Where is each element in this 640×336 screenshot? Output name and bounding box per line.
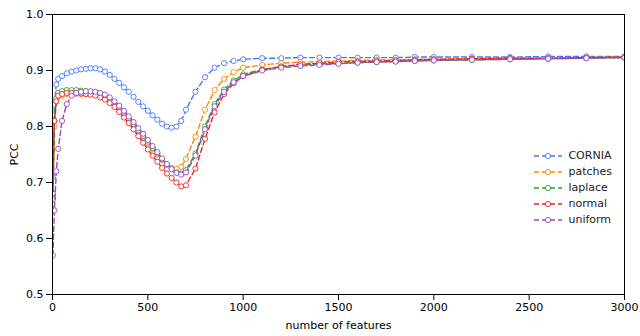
svg-text:1000: 1000	[229, 301, 257, 314]
svg-text:number of features: number of features	[286, 319, 392, 332]
svg-text:0.6: 0.6	[26, 232, 44, 245]
svg-text:0.7: 0.7	[26, 176, 44, 189]
html-text:CORNIA: CORNIA	[568, 149, 612, 163]
svg-text:0.5: 0.5	[26, 288, 44, 301]
svg-text:3000: 3000	[611, 301, 639, 314]
svg-text:1500: 1500	[325, 301, 353, 314]
svg-text:PCC: PCC	[8, 143, 21, 165]
html-text:patches: patches	[568, 165, 612, 179]
svg-text:0: 0	[49, 301, 56, 314]
svg-text:500: 500	[137, 301, 158, 314]
svg-text:0.8: 0.8	[26, 120, 44, 133]
html-text:uniform: uniform	[568, 213, 612, 227]
svg-text:1.0: 1.0	[26, 8, 44, 21]
html-text:normal: normal	[568, 197, 607, 211]
svg-text:2500: 2500	[515, 301, 543, 314]
html-text:laplace: laplace	[568, 181, 608, 195]
svg-text:2000: 2000	[420, 301, 448, 314]
svg-text:0.9: 0.9	[26, 64, 44, 77]
